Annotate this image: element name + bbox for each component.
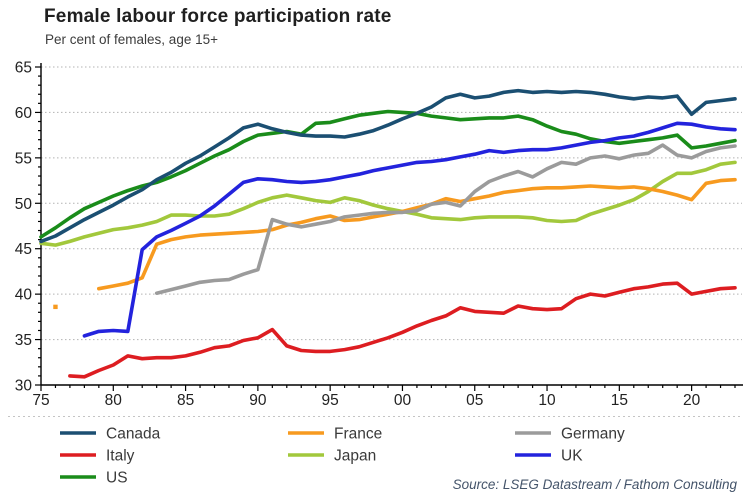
legend-label-uk: UK <box>561 448 583 465</box>
series-line-japan <box>39 160 737 247</box>
x-tick-label: 95 <box>322 392 339 409</box>
series-line-canada <box>39 88 737 244</box>
x-tick-label: 80 <box>105 392 123 409</box>
y-tick-label: 50 <box>15 196 33 213</box>
y-tick-label: 30 <box>15 378 33 395</box>
x-tick-label: 00 <box>394 392 412 409</box>
x-tick-label: 10 <box>538 392 556 409</box>
legend-label-japan: Japan <box>334 448 376 465</box>
y-tick-label: 35 <box>15 332 32 349</box>
legend-label-france: France <box>334 426 382 443</box>
legend-label-germany: Germany <box>561 426 625 443</box>
legend-label-canada: Canada <box>106 426 161 443</box>
series-line-us <box>39 109 737 239</box>
series-point-france <box>53 304 58 310</box>
y-tick-label: 55 <box>15 150 32 167</box>
y-tick-label: 60 <box>15 105 33 122</box>
legend-label-italy: Italy <box>106 448 135 465</box>
series-line-france <box>97 177 737 291</box>
x-tick-label: 75 <box>32 392 49 409</box>
y-tick-label: 45 <box>15 241 32 258</box>
y-tick-label: 40 <box>15 287 33 304</box>
y-tick-label: 65 <box>15 60 32 77</box>
x-tick-label: 90 <box>249 392 267 409</box>
page-title: Female labour force participation rate <box>44 6 392 27</box>
chart-subtitle: Per cent of females, age 15+ <box>45 32 218 47</box>
x-tick-label: 20 <box>683 392 701 409</box>
x-tick-label: 05 <box>466 392 483 409</box>
series-line-uk <box>82 121 737 338</box>
x-tick-label: 15 <box>611 392 628 409</box>
series-line-italy <box>68 281 737 379</box>
source-note: Source: LSEG Datastream / Fathom Consult… <box>452 477 737 492</box>
series-line-germany <box>154 143 737 295</box>
legend-label-us: US <box>106 470 128 487</box>
x-tick-label: 85 <box>177 392 194 409</box>
